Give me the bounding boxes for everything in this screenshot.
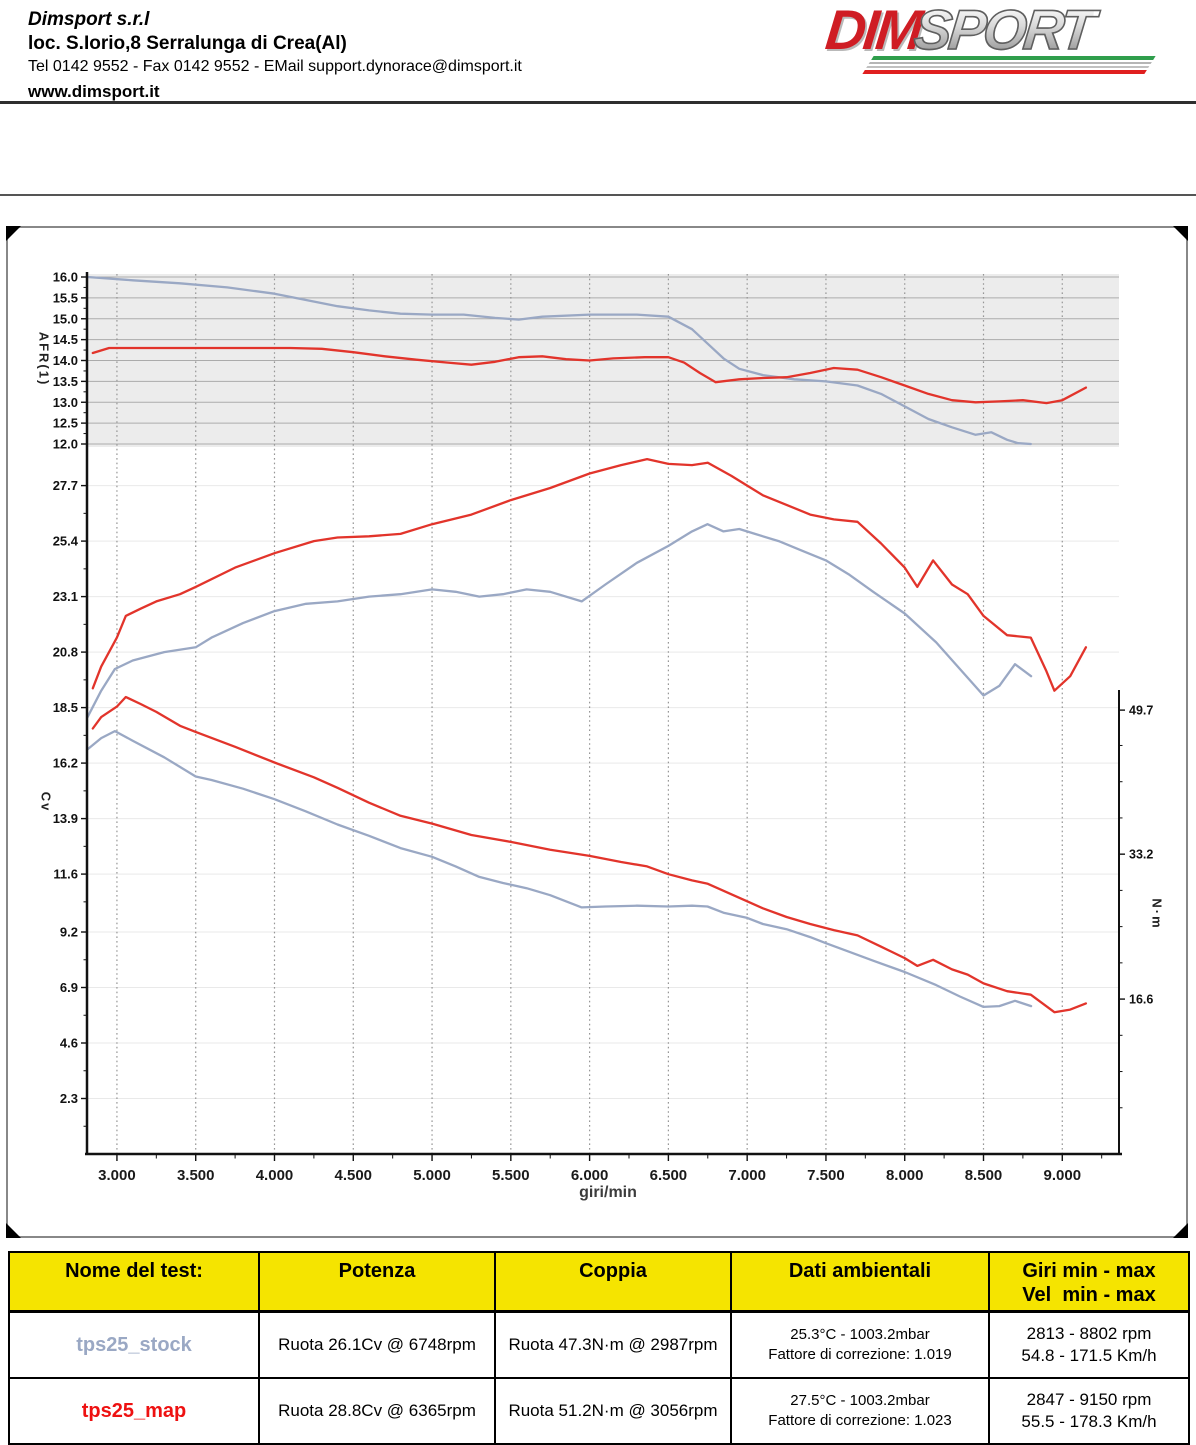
x-tick-label: 3.500 bbox=[177, 1167, 215, 1184]
cv-tick-label: 6.9 bbox=[60, 980, 78, 995]
cv-tick-label: 13.9 bbox=[53, 811, 78, 826]
afr-tick-label: 15.5 bbox=[53, 290, 78, 305]
giri-vel-cell: 2813 - 8802 rpm 54.8 - 171.5 Km/h bbox=[988, 1310, 1190, 1379]
table-header-cell: Dati ambientali bbox=[730, 1251, 990, 1313]
logo-dim-text: DIM bbox=[822, 0, 924, 61]
company-name: Dimsport s.r.l bbox=[28, 9, 150, 30]
x-tick-label: 5.000 bbox=[413, 1167, 451, 1184]
afr-tick-label: 12.5 bbox=[53, 416, 78, 431]
nm-axis-label: N·m bbox=[1149, 898, 1165, 930]
x-tick-label: 6.000 bbox=[571, 1167, 609, 1184]
table-row: tps25_map Ruota 28.8Cv @ 6365rpm Ruota 51.… bbox=[8, 1377, 1190, 1445]
afr-tick-label: 15.0 bbox=[53, 311, 78, 326]
table-header-row: Nome del test: Potenza Coppia Dati ambienta… bbox=[8, 1251, 1190, 1313]
afr-tick-label: 13.5 bbox=[53, 374, 78, 389]
x-tick-label: 7.000 bbox=[728, 1167, 766, 1184]
results-table: Nome del test: Potenza Coppia Dati ambienta… bbox=[8, 1251, 1190, 1445]
series-tps25_map-power bbox=[91, 457, 1088, 692]
table-header-cell: Giri min - max Vel min - max bbox=[988, 1251, 1190, 1313]
cv-tick-label: 2.3 bbox=[60, 1091, 78, 1106]
x-tick-label: 8.000 bbox=[886, 1167, 924, 1184]
cv-tick-label: 18.5 bbox=[53, 700, 78, 715]
table-header-cell: Nome del test: bbox=[8, 1251, 260, 1313]
afr-tick-label: 14.5 bbox=[53, 332, 78, 347]
ambientali-cell: 27.5°C - 1003.2mbar Fattore di correzion… bbox=[730, 1377, 990, 1445]
x-tick-label: 5.500 bbox=[492, 1167, 530, 1184]
table-row: tps25_stock Ruota 26.1Cv @ 6748rpm Ruota 4… bbox=[8, 1310, 1190, 1379]
cv-tick-label: 9.2 bbox=[60, 925, 78, 940]
cv-tick-label: 11.6 bbox=[53, 867, 78, 882]
dyno-chart[interactable]: 16.0 15.5 15.0 14.5 14.0 13.5 13.0 12.5 12.0 2.3 4… bbox=[6, 226, 1188, 1238]
potenza-cell: Ruota 28.8Cv @ 6365rpm bbox=[258, 1377, 496, 1445]
afr-axis-label: AFR(1) bbox=[36, 331, 52, 387]
dimsport-logo-text: DIMSPORT bbox=[823, 0, 1158, 62]
x-tick-label: 8.500 bbox=[965, 1167, 1003, 1184]
header-divider bbox=[0, 101, 1196, 104]
cv-tick-label: 16.2 bbox=[53, 756, 78, 771]
cv-tick-label: 25.4 bbox=[53, 534, 79, 549]
company-contact: Tel 0142 9552 - Fax 0142 9552 - EMail su… bbox=[28, 58, 522, 75]
corner-marker-bottom-left bbox=[6, 1223, 21, 1238]
x-tick-label: 6.500 bbox=[650, 1167, 688, 1184]
potenza-cell: Ruota 26.1Cv @ 6748rpm bbox=[258, 1310, 496, 1379]
section-divider bbox=[0, 194, 1196, 196]
corner-marker-top-left bbox=[6, 226, 21, 241]
x-tick-label: 4.000 bbox=[256, 1167, 294, 1184]
stripe-gray-1 bbox=[868, 62, 1152, 64]
series-tps25_map-afr bbox=[91, 346, 1088, 405]
series-tps25_map-torque bbox=[91, 695, 1088, 1014]
company-address: loc. S.Iorio,8 Serralunga di Crea(Al) bbox=[28, 33, 347, 54]
coppia-cell: Ruota 47.3N·m @ 2987rpm bbox=[494, 1310, 732, 1379]
table-header-cell: Coppia bbox=[494, 1251, 732, 1313]
test-name-cell: tps25_stock bbox=[8, 1310, 260, 1379]
x-tick-label: 3.000 bbox=[98, 1167, 136, 1184]
afr-tick-label: 12.0 bbox=[53, 437, 78, 452]
chart-canvas: 16.0 15.5 15.0 14.5 14.0 13.5 13.0 12.5 12.0 2.3 4… bbox=[53, 270, 1154, 1185]
afr-tick-label: 13.0 bbox=[53, 395, 78, 410]
x-tick-label: 7.500 bbox=[807, 1167, 845, 1184]
logo-flag-stripes bbox=[862, 56, 1156, 74]
ambientali-cell: 25.3°C - 1003.2mbar Fattore di correzion… bbox=[730, 1310, 990, 1379]
cv-tick-label: 4.6 bbox=[60, 1036, 78, 1051]
series-tps25_stock-power bbox=[86, 523, 1033, 719]
x-axis-label: giri/min bbox=[579, 1184, 637, 1201]
x-tick-label: 4.500 bbox=[334, 1167, 372, 1184]
dimsport-logo: DIMSPORT bbox=[823, 0, 1158, 84]
cv-tick-label: 27.7 bbox=[53, 478, 78, 493]
cv-tick-label: 23.1 bbox=[53, 589, 78, 604]
series-tps25_stock-torque bbox=[86, 729, 1033, 1009]
nm-tick-label: 33.2 bbox=[1129, 848, 1153, 862]
logo-sport-text: SPORT bbox=[911, 0, 1096, 62]
table-header-cell: Potenza bbox=[258, 1251, 496, 1313]
afr-tick-label: 16.0 bbox=[53, 270, 78, 285]
nm-tick-label: 16.6 bbox=[1129, 993, 1153, 1007]
corner-marker-top-right bbox=[1173, 226, 1188, 241]
series-tps25_stock-afr bbox=[86, 275, 1032, 446]
cv-axis-label: Cv bbox=[38, 791, 54, 813]
cv-tick-label: 20.8 bbox=[53, 645, 78, 660]
stripe-gray-2 bbox=[866, 66, 1150, 68]
giri-vel-cell: 2847 - 9150 rpm 55.5 - 178.3 Km/h bbox=[988, 1377, 1190, 1445]
nm-tick-label: 49.7 bbox=[1129, 704, 1153, 718]
afr-tick-label: 14.0 bbox=[53, 353, 78, 368]
company-info: Dimsport s.r.l loc. S.Iorio,8 Serralunga… bbox=[28, 8, 522, 103]
coppia-cell: Ruota 51.2N·m @ 3056rpm bbox=[494, 1377, 732, 1445]
stripe-green bbox=[871, 56, 1156, 60]
test-name-cell: tps25_map bbox=[8, 1377, 260, 1445]
corner-marker-bottom-right bbox=[1173, 1223, 1188, 1238]
company-website: www.dimsport.it bbox=[28, 82, 160, 101]
stripe-red bbox=[862, 70, 1147, 74]
x-tick-label: 9.000 bbox=[1044, 1167, 1082, 1184]
